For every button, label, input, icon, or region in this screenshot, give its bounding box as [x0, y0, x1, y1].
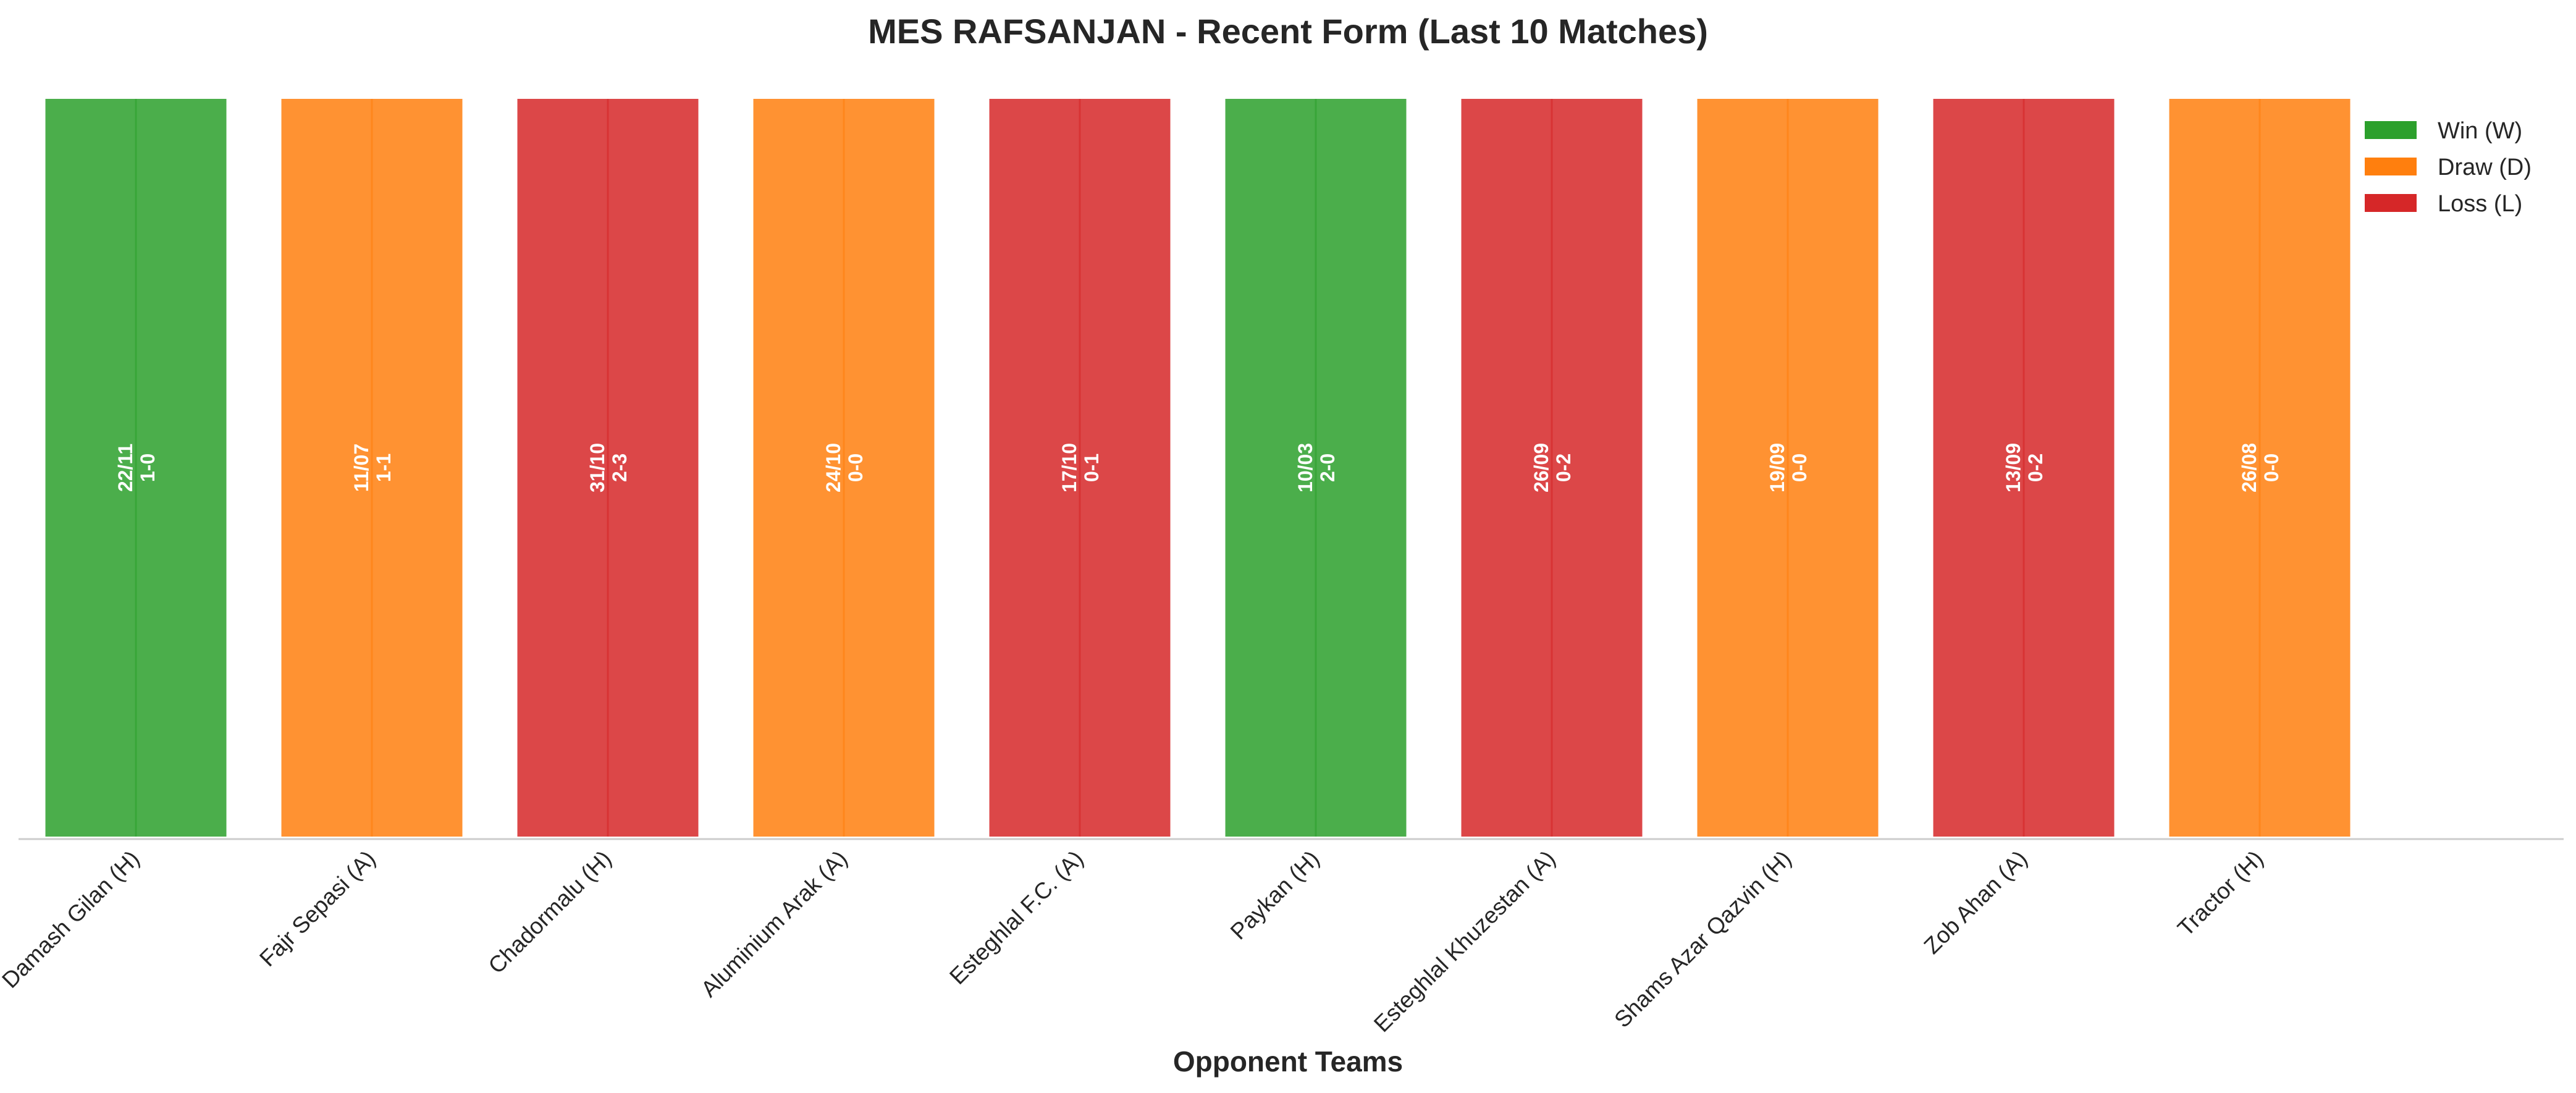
bar-score-label: 0-0	[2260, 454, 2283, 482]
bar-score-label: 0-0	[1788, 454, 1811, 482]
bar-score-label: 0-0	[844, 454, 867, 482]
x-tick-label-10: Tractor (H)	[2173, 846, 2268, 941]
bar-label-10: 26/08 0-0	[2238, 443, 2283, 492]
bar-label-5: 17/10 0-1	[1058, 443, 1103, 492]
legend-swatch-d	[2365, 158, 2417, 175]
x-tick-label-4: Aluminium Arak (A)	[696, 846, 852, 1002]
x-tick-label-2: Fajr Sepasi (A)	[255, 846, 380, 971]
x-tick-label-8: Shams Azar Qazvin (H)	[1609, 846, 1796, 1032]
legend-swatch-w	[2365, 121, 2417, 139]
bars-layer: 22/11 1-0 11/07 1-1 31/10 2-3 24/10 0-0 17/10 0-1…	[43, 96, 2353, 839]
bar-score-label: 0-2	[2024, 454, 2047, 482]
bar-date-label: 31/10	[586, 443, 608, 492]
bar-date-label: 10/03	[1294, 443, 1316, 492]
bar-date-label: 17/10	[1058, 443, 1080, 492]
x-tick-labels: Damash Gilan (H) Fajr Sepasi (A) Chadormal…	[0, 846, 2268, 1037]
x-tick-label-7: Esteghlal Khuzestan (A)	[1369, 846, 1560, 1037]
legend: Win (W) Draw (D) Loss (L)	[2365, 118, 2532, 217]
bar-date-label: 11/07	[350, 444, 373, 492]
bar-date-label: 13/09	[2002, 443, 2024, 492]
x-tick-label-3: Chadormalu (H)	[484, 846, 617, 979]
legend-swatch-l	[2365, 194, 2417, 212]
legend-label-d: Draw (D)	[2438, 154, 2532, 180]
bar-label-1: 22/11 1-0	[114, 444, 159, 492]
x-tick-label-9: Zob Ahan (A)	[1919, 846, 2032, 959]
chart-title: MES RAFSANJAN - Recent Form (Last 10 Mat…	[868, 12, 1708, 51]
x-tick-label-6: Paykan (H)	[1226, 846, 1324, 945]
bar-score-label: 1-0	[137, 454, 159, 482]
bar-label-7: 26/09 0-2	[1530, 443, 1575, 492]
bar-label-9: 13/09 0-2	[2002, 443, 2047, 492]
bar-date-label: 24/10	[822, 443, 844, 492]
bar-score-label: 1-1	[373, 454, 395, 482]
bar-date-label: 22/11	[114, 444, 137, 492]
x-tick-label-1: Damash Gilan (H)	[0, 846, 145, 993]
legend-label-w: Win (W)	[2438, 118, 2522, 144]
bar-score-label: 2-0	[1316, 454, 1339, 482]
bar-label-2: 11/07 1-1	[350, 444, 395, 492]
bar-date-label: 26/08	[2238, 443, 2260, 492]
bar-score-label: 0-1	[1080, 454, 1103, 482]
bar-label-8: 19/09 0-0	[1766, 443, 1811, 492]
bar-date-label: 26/09	[1530, 443, 1552, 492]
bar-score-label: 0-2	[1552, 454, 1575, 482]
bar-date-label: 19/09	[1766, 443, 1788, 492]
bar-label-3: 31/10 2-3	[586, 443, 631, 492]
bar-label-4: 24/10 0-0	[822, 443, 867, 492]
legend-label-l: Loss (L)	[2438, 191, 2522, 217]
x-axis-label: Opponent Teams	[1173, 1045, 1403, 1078]
x-tick-label-5: Esteghlal F.C. (A)	[945, 846, 1088, 990]
bar-score-label: 2-3	[608, 454, 631, 482]
bar-label-6: 10/03 2-0	[1294, 443, 1339, 492]
